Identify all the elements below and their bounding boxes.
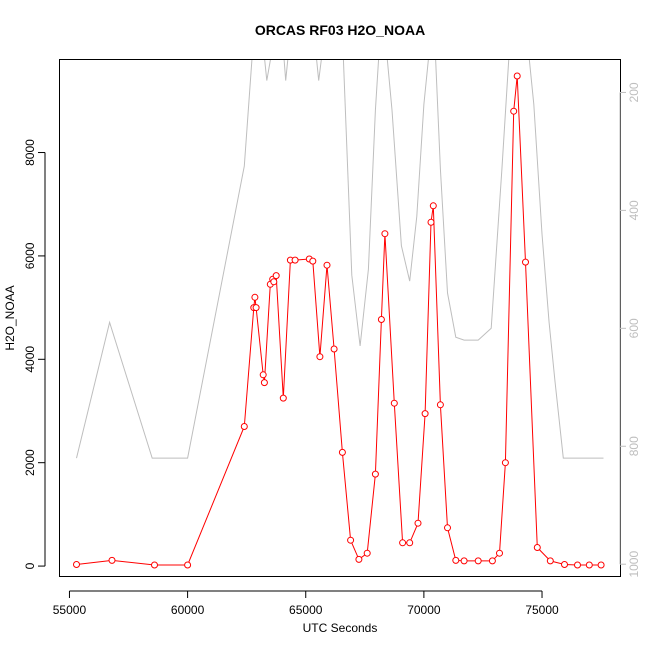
data-point bbox=[270, 278, 278, 286]
y-tick-label: 8000 bbox=[23, 139, 37, 166]
x-axis-label: UTC Seconds bbox=[303, 621, 378, 635]
data-point bbox=[460, 557, 468, 565]
data-point bbox=[496, 549, 503, 557]
data-point bbox=[436, 401, 444, 409]
data-point bbox=[338, 448, 346, 456]
data-point bbox=[452, 556, 460, 564]
data-point bbox=[252, 304, 260, 312]
data-point bbox=[561, 561, 568, 568]
data-point bbox=[291, 256, 299, 264]
x-axis: 55000 60000 65000 70000 75000 bbox=[53, 590, 559, 617]
data-point bbox=[347, 536, 355, 544]
x-tick-label: 75000 bbox=[525, 603, 559, 617]
data-point bbox=[399, 539, 407, 547]
data-point bbox=[108, 556, 116, 564]
data-point bbox=[474, 557, 482, 565]
data-point bbox=[377, 316, 385, 323]
data-point bbox=[546, 557, 554, 565]
data-point bbox=[390, 399, 398, 407]
data-point bbox=[184, 561, 192, 569]
data-point bbox=[381, 230, 389, 238]
secondary-series-layer bbox=[76, 60, 604, 459]
y-axis-label: H2O_NOAA bbox=[3, 285, 17, 350]
data-point bbox=[501, 459, 509, 467]
data-point bbox=[406, 539, 414, 547]
right-tick-label: 400 bbox=[627, 200, 641, 220]
data-point bbox=[522, 258, 529, 266]
right-tick-label: 1000 bbox=[627, 551, 641, 578]
data-point bbox=[323, 261, 331, 269]
data-point bbox=[488, 557, 496, 565]
x-tick-label: 55000 bbox=[53, 603, 87, 617]
data-point bbox=[330, 345, 338, 353]
data-point bbox=[414, 519, 422, 527]
data-point bbox=[251, 293, 259, 301]
data-point bbox=[279, 394, 287, 402]
y-tick-label: 0 bbox=[23, 562, 37, 569]
data-point bbox=[259, 371, 267, 379]
chart-title: ORCAS RF03 H2O_NOAA bbox=[255, 22, 425, 38]
data-point bbox=[260, 379, 268, 387]
x-tick-label: 70000 bbox=[407, 603, 441, 617]
data-point bbox=[510, 107, 518, 115]
right-tick-label: 600 bbox=[627, 318, 641, 338]
data-point bbox=[309, 257, 317, 265]
data-point bbox=[444, 524, 451, 532]
data-point bbox=[272, 272, 280, 280]
data-point bbox=[597, 561, 605, 569]
x-tick-label: 60000 bbox=[171, 603, 205, 617]
primary-series-layer bbox=[73, 72, 605, 569]
data-point bbox=[73, 561, 80, 568]
data-point bbox=[427, 218, 435, 226]
data-point bbox=[513, 72, 521, 80]
data-point bbox=[574, 561, 581, 569]
y-axis: 0 2000 4000 6000 8000 bbox=[23, 139, 46, 569]
data-point bbox=[316, 353, 324, 361]
data-point bbox=[151, 561, 158, 569]
data-point bbox=[421, 410, 429, 418]
y-tick-label: 4000 bbox=[23, 346, 37, 373]
data-point bbox=[240, 423, 248, 430]
right-tick-label: 800 bbox=[627, 436, 641, 456]
data-point bbox=[371, 470, 379, 478]
secondary-line bbox=[76, 60, 604, 459]
y-tick-label: 6000 bbox=[23, 242, 37, 269]
data-point bbox=[363, 549, 371, 557]
right-tick-label: 200 bbox=[627, 82, 641, 102]
data-point bbox=[429, 202, 437, 210]
data-point bbox=[585, 561, 593, 569]
x-tick-label: 65000 bbox=[289, 603, 323, 617]
y-tick-label: 2000 bbox=[23, 449, 37, 476]
data-point bbox=[533, 544, 541, 551]
data-point bbox=[355, 555, 363, 563]
y-axis-right: 200 400 600 800 1000 bbox=[619, 82, 641, 578]
